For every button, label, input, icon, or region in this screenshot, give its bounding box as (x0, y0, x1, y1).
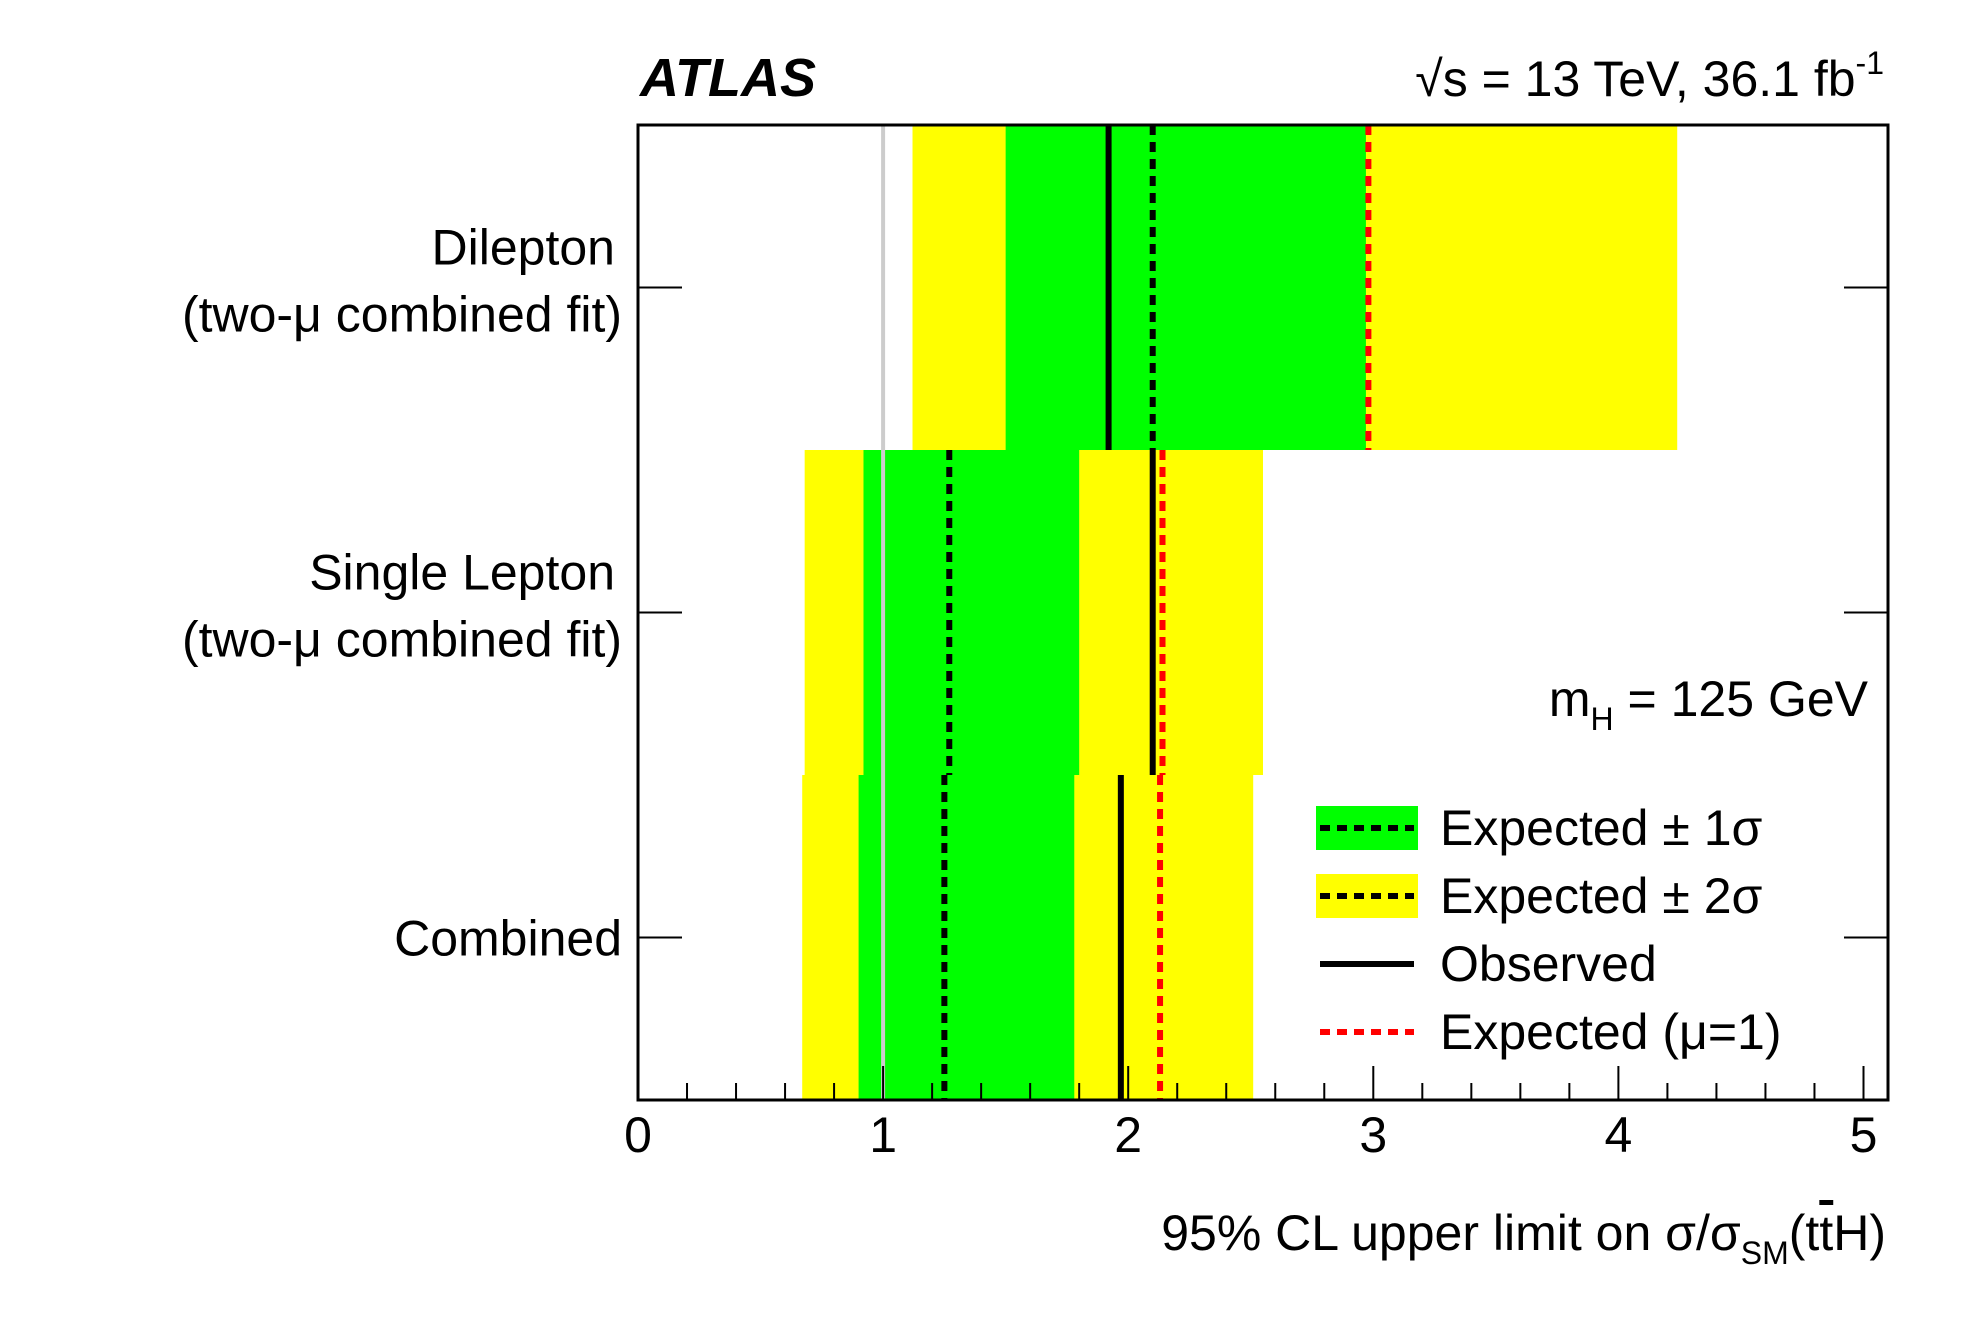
legend-label: Observed (1440, 936, 1657, 992)
x-tick-label: 3 (1359, 1107, 1387, 1163)
one-sigma-band (858, 775, 1075, 1100)
category-label: Combined (394, 911, 622, 967)
x-tick-label: 2 (1114, 1107, 1142, 1163)
x-tick-label: 4 (1604, 1107, 1632, 1163)
category-label: Dilepton (432, 220, 615, 276)
legend-label: Expected ± 1σ (1440, 800, 1763, 856)
category-sublabel: (two-μ combined fit) (182, 612, 622, 668)
one-sigma-band (863, 450, 1080, 775)
category-label: Single Lepton (309, 545, 615, 601)
legend-two-sigma-swatch (1316, 874, 1418, 918)
category-labels: Dilepton (two-μ combined fit) Single Lepto… (182, 220, 622, 967)
experiment-label: ATLAS (638, 48, 816, 108)
x-tick-label: 1 (869, 1107, 897, 1163)
x-tick-label: 0 (624, 1107, 652, 1163)
axis-ticks (637, 286, 1888, 1100)
one-sigma-band (1005, 125, 1366, 450)
legend-one-sigma-swatch (1316, 806, 1418, 850)
category-sublabel: (two-μ combined fit) (182, 287, 622, 343)
x-axis-label: 95% CL upper limit on σ/σSM(ttH) (1161, 1205, 1886, 1271)
x-tick-label: 5 (1850, 1107, 1878, 1163)
lines-layer (881, 125, 1372, 1100)
legend-label: Expected (μ=1) (1440, 1004, 1781, 1060)
x-tick-labels: 0 1 2 3 4 5 (624, 1107, 1877, 1163)
mass-label: mH = 125 GeV (1549, 671, 1869, 737)
tbar-glyph: t (1819, 1205, 1833, 1261)
energy-label: √s = 13 TeV, 36.1 fb-1 (1415, 45, 1884, 107)
legend-label: Expected ± 2σ (1440, 868, 1763, 924)
bands-layer (802, 125, 1678, 1100)
legend: Expected ± 1σ Expected ± 2σ Observed Expect… (1316, 800, 1781, 1060)
